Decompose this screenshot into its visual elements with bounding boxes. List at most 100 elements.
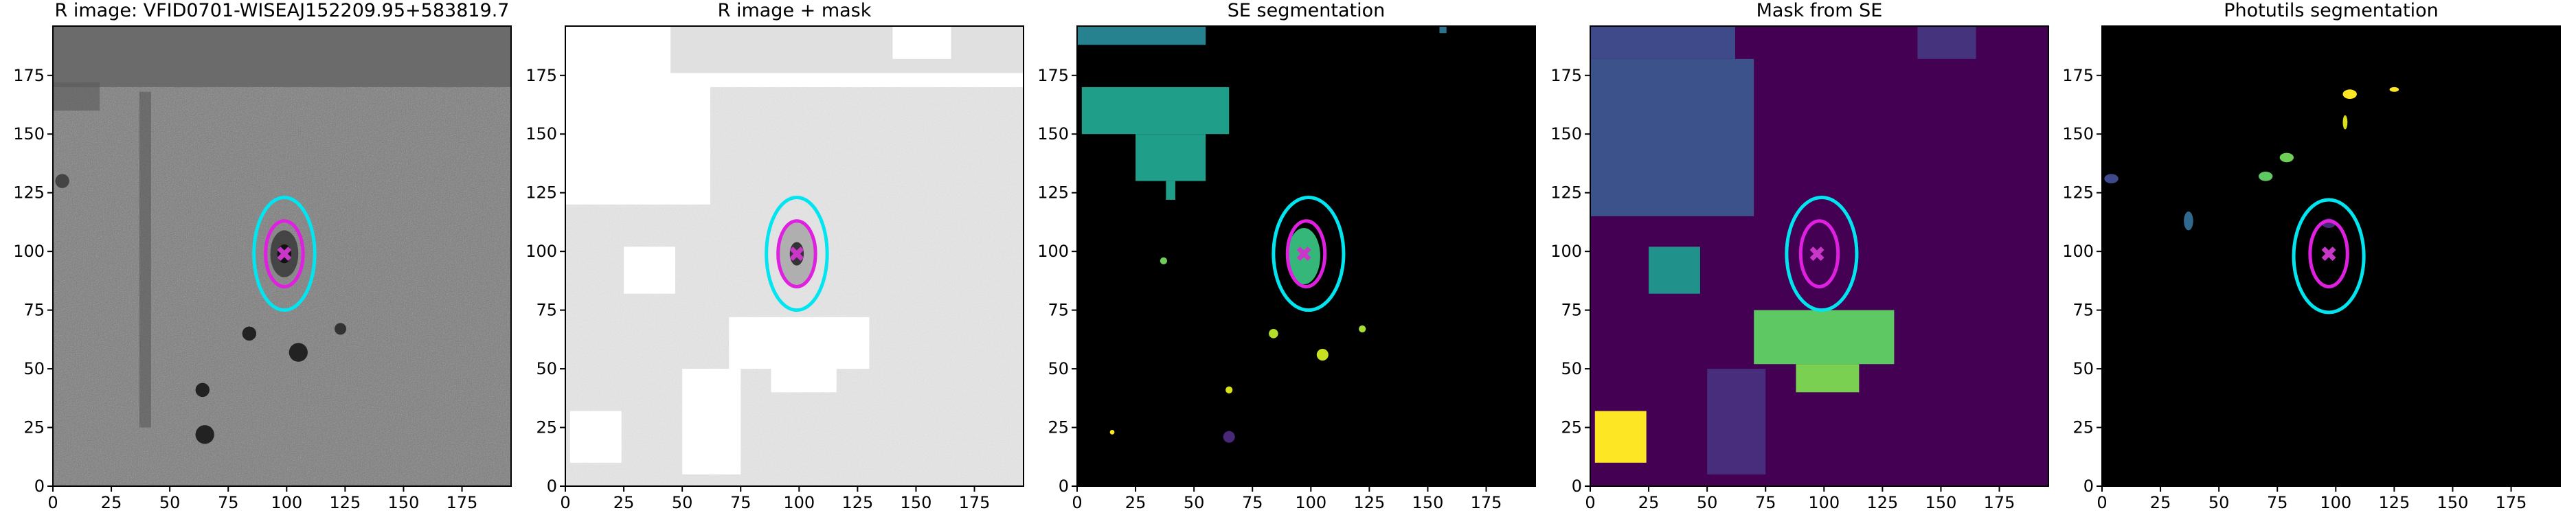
image-region <box>53 82 100 111</box>
x-tick-label: 125 <box>2378 493 2410 512</box>
aperture-ellipse <box>264 219 305 288</box>
axes-frame <box>565 25 1024 487</box>
x-tick-label: 0 <box>47 493 58 512</box>
aperture-ellipse <box>1798 219 1840 288</box>
x-tick-label: 175 <box>447 493 478 512</box>
x-tick-label: 125 <box>841 493 873 512</box>
image-region <box>682 369 741 474</box>
image-source <box>1269 328 1278 339</box>
x-tick-label: 175 <box>1471 493 1502 512</box>
x-tick-label: 50 <box>1697 493 1718 512</box>
image-region <box>1077 26 1206 45</box>
image <box>2102 26 2560 486</box>
y-tick-label: 125 <box>526 183 557 203</box>
image-region <box>1594 411 1647 463</box>
x-tick-label: 75 <box>1755 493 1776 512</box>
y-tick-label: 0 <box>2083 477 2094 496</box>
panel: R image: VFID0701-WISEAJ152209.95+583819… <box>13 0 512 512</box>
panel: R image + mask 0 25 50 75 100 125 150 175 0 25 50 75… <box>526 0 1024 512</box>
x-tick-label: 50 <box>159 493 181 512</box>
image-region <box>1081 87 1230 135</box>
image-region <box>1754 310 1895 365</box>
x-tick-label: 75 <box>1242 493 1263 512</box>
panel: Photutils segmentation 0 25 50 75 100 125 150 17… <box>2062 0 2561 512</box>
image-source <box>242 326 257 341</box>
image-source <box>1109 429 1115 435</box>
x-tick-label: 100 <box>2320 493 2351 512</box>
x-tick-label: 0 <box>1585 493 1595 512</box>
image-source <box>1316 349 1329 361</box>
aperture-ellipse <box>1785 196 1859 312</box>
y-tick-label: 125 <box>1550 183 1582 203</box>
image-region <box>1796 364 1860 393</box>
y-tick-label: 75 <box>2072 301 2094 320</box>
y-tick-label: 75 <box>536 301 557 320</box>
aperture-ellipse <box>1272 196 1346 312</box>
x-tick-label: 150 <box>901 493 932 512</box>
image-region <box>1917 26 1976 59</box>
axes-frame <box>1076 25 1536 487</box>
x-tick-label: 0 <box>560 493 570 512</box>
image-source <box>335 323 347 335</box>
axes-frame <box>1590 25 2049 487</box>
image-region <box>1166 181 1175 200</box>
x-tick-label: 50 <box>2208 493 2230 512</box>
center-marker <box>1809 247 1824 262</box>
y-tick-label: 0 <box>1059 477 1069 496</box>
image-source <box>1160 257 1168 264</box>
x-tick-label: 25 <box>101 493 122 512</box>
image-source <box>195 382 210 398</box>
y-tick-label: 100 <box>13 242 45 261</box>
image-region <box>670 26 1024 73</box>
y-tick-label: 150 <box>2062 124 2094 144</box>
y-tick-label: 150 <box>1550 124 1582 144</box>
panel-title: R image + mask <box>718 0 872 21</box>
panel: Mask from SE 0 25 50 75 100 125 150 175 0 25 50 75 10… <box>1550 0 2049 512</box>
y-tick-label: 75 <box>23 301 45 320</box>
x-tick-label: 0 <box>2097 493 2107 512</box>
x-tick-label: 175 <box>2496 493 2527 512</box>
y-tick-label: 75 <box>1561 301 1582 320</box>
x-tick-label: 25 <box>1638 493 1660 512</box>
center-marker <box>277 247 292 262</box>
x-tick-label: 125 <box>1353 493 1385 512</box>
x-tick-label: 100 <box>1295 493 1326 512</box>
y-tick-label: 125 <box>13 183 45 203</box>
image-source <box>289 343 308 362</box>
x-tick-label: 25 <box>613 493 635 512</box>
image-source <box>2279 152 2294 163</box>
image-region <box>53 26 511 87</box>
y-tick-label: 100 <box>1037 242 1069 261</box>
x-tick-label: 50 <box>672 493 693 512</box>
image-region <box>569 411 622 463</box>
x-tick-label: 150 <box>1412 493 1444 512</box>
image-source <box>1225 386 1233 393</box>
x-tick-label: 175 <box>1984 493 2015 512</box>
aperture-ellipse <box>776 219 817 288</box>
y-tick-label: 50 <box>23 359 45 378</box>
y-tick-label: 50 <box>536 359 557 378</box>
image-region <box>624 247 675 294</box>
x-tick-label: 100 <box>783 493 815 512</box>
image-region <box>1707 369 1766 474</box>
panel-title: SE segmentation <box>1228 0 1385 21</box>
x-tick-label: 75 <box>2267 493 2288 512</box>
x-tick-label: 100 <box>1808 493 1840 512</box>
center-marker <box>1296 247 1311 262</box>
y-tick-label: 50 <box>2072 359 2094 378</box>
y-tick-label: 150 <box>13 124 45 144</box>
x-tick-label: 150 <box>388 493 420 512</box>
center-marker <box>789 247 804 262</box>
y-tick-label: 0 <box>1572 477 1582 496</box>
image-source <box>2342 115 2348 130</box>
y-tick-label: 150 <box>1037 124 1069 144</box>
y-tick-label: 25 <box>1561 418 1582 437</box>
panel-title: R image: VFID0701-WISEAJ152209.95+583819… <box>55 0 510 21</box>
image-source <box>1223 431 1235 443</box>
image <box>53 26 511 486</box>
image-region <box>139 91 151 428</box>
axes-frame <box>2101 25 2561 487</box>
x-tick-label: 125 <box>1866 493 1898 512</box>
image <box>1077 26 1535 486</box>
